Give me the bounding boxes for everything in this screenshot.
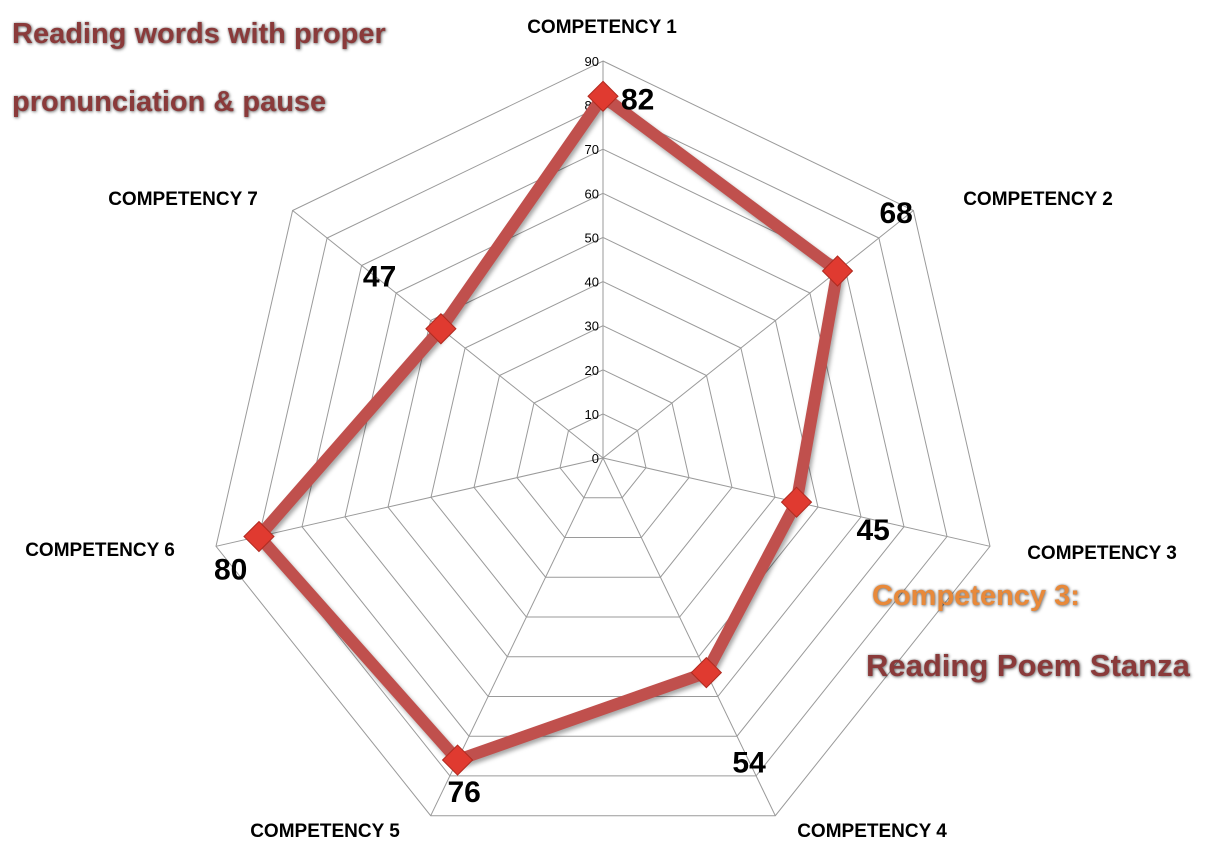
grid-ring-20: [516, 369, 690, 538]
grid-ring-60: [344, 192, 862, 697]
label-layer: 82 68 45 54 76 80 47 COMPETENCY 1 COMPETENCY 2 CO…: [25, 17, 1177, 842]
data-label-4: 54: [732, 747, 766, 780]
competency1-annotation-line1: Reading words with proper: [12, 18, 386, 50]
data-label-1: 82: [621, 83, 654, 116]
tick-label-40: 40: [585, 275, 599, 290]
grid-ring-70: [301, 148, 905, 737]
category-label-6: COMPETENCY 6: [25, 540, 175, 561]
series-layer: [251, 87, 845, 767]
tick-label-30: 30: [585, 319, 599, 334]
category-label-1: COMPETENCY 1: [527, 17, 677, 38]
tick-label-10: 10: [585, 407, 599, 422]
data-point-3: [780, 486, 813, 518]
grid-spoke-6: [215, 457, 604, 547]
data-point-1: [587, 80, 619, 112]
data-point-5: [441, 744, 474, 776]
data-point-4: [690, 656, 723, 689]
category-label-4: COMPETENCY 4: [797, 821, 947, 842]
category-label-3: COMPETENCY 3: [1027, 543, 1177, 564]
data-label-5: 76: [448, 776, 481, 809]
competency1-annotation: Reading words with proper pronunciation …: [12, 0, 386, 136]
category-label-7: COMPETENCY 7: [108, 189, 258, 210]
grid-ring-80: [258, 104, 948, 777]
grid-layer: [215, 60, 991, 817]
competency3-annotation-text: Reading Poem Stanza: [866, 648, 1190, 683]
data-label-3: 45: [857, 514, 890, 547]
data-point-2: [821, 255, 854, 287]
tick-label-70: 70: [585, 142, 599, 157]
grid-spoke-2: [602, 210, 914, 459]
competency1-annotation-line2: pronunciation & pause: [12, 86, 327, 118]
competency3-annotation-title: Competency 3:: [872, 580, 1080, 612]
data-label-2: 68: [880, 197, 913, 230]
tick-label-90: 90: [585, 54, 599, 69]
category-label-2: COMPETENCY 2: [963, 189, 1113, 210]
tick-label-50: 50: [585, 230, 599, 245]
data-point-7: [425, 313, 457, 345]
tick-label-60: 60: [585, 186, 599, 201]
marker-layer: [243, 80, 854, 776]
data-label-7: 47: [363, 261, 396, 294]
data-point-6: [243, 520, 275, 553]
grid-ring-10: [559, 413, 647, 499]
series-line: [251, 87, 845, 767]
grid-ring-30: [473, 325, 733, 578]
category-label-5: COMPETENCY 5: [250, 821, 400, 842]
data-label-6: 80: [214, 554, 247, 587]
tick-label-0: 0: [592, 451, 599, 466]
grid-spoke-4: [602, 457, 776, 816]
tick-label-20: 20: [585, 363, 599, 378]
grid-ring-40: [430, 281, 776, 618]
grid-ring-90: [215, 60, 991, 817]
